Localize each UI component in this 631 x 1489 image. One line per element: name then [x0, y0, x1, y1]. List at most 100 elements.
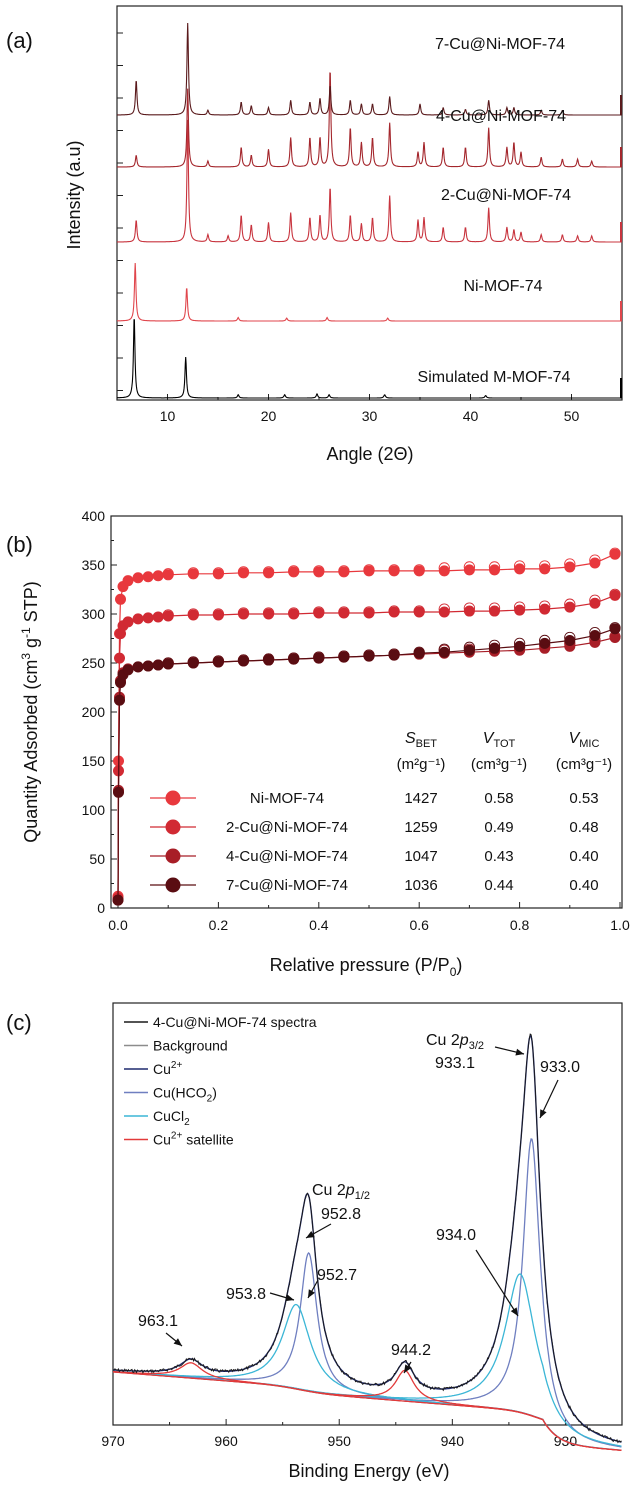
adsorption-point	[238, 608, 250, 620]
adsorption-point	[609, 589, 621, 601]
desorption-point	[212, 567, 225, 579]
legend-label: Cu2+ satellite	[153, 1131, 234, 1148]
annotation-arrowhead	[308, 1289, 315, 1298]
legend-marker	[165, 877, 181, 893]
panel-c: (c) 970 960 950 940 930 4-Cu@Ni-MOF-74 spect…	[6, 1002, 623, 1481]
desorption-point	[338, 650, 350, 662]
adsorption-point	[463, 605, 475, 617]
table-header-units: (cm³g⁻¹)	[556, 756, 612, 773]
desorption-point	[413, 564, 425, 576]
peak-value: 953.8	[226, 1286, 266, 1303]
annotation-arrowhead	[285, 1294, 294, 1302]
desorption-point	[539, 634, 551, 647]
adsorption-point	[539, 637, 551, 649]
x-tick-label: 960	[214, 1433, 238, 1449]
table-cell: 1427	[404, 790, 437, 807]
adsorption-point	[388, 649, 400, 661]
adsorption-point	[187, 657, 199, 669]
annotation-arrowhead	[515, 1048, 524, 1056]
desorption-point	[162, 657, 174, 669]
adsorption-point	[152, 659, 164, 671]
adsorption-point	[122, 664, 134, 676]
table-header-units: (cm³g⁻¹)	[471, 756, 527, 773]
desorption-point	[609, 622, 621, 634]
adsorption-point	[338, 566, 350, 578]
table-cell: 0.44	[484, 877, 513, 894]
x-tick-label: 40	[463, 408, 479, 424]
desorption-point	[338, 565, 350, 577]
legend-label: Background	[153, 1038, 228, 1054]
panel-b-axes: 0 50 100 150 200 250 300 350 400 0.0 0.2 0.4 0.6 0.8 1…	[82, 508, 630, 933]
desorption-point	[488, 561, 501, 573]
desorption-point	[363, 564, 375, 576]
adsorption-point	[438, 646, 450, 658]
panel-c-x-title: Binding Energy (eV)	[288, 1461, 449, 1481]
y-tick-label: 350	[82, 557, 106, 573]
isotherm-line	[117, 636, 616, 901]
desorption-point	[237, 654, 250, 666]
desorption-point	[438, 643, 450, 655]
desorption-point	[237, 607, 250, 619]
y-tick-label: 100	[82, 802, 106, 818]
adsorption-point	[338, 607, 350, 619]
adsorption-point	[539, 563, 551, 575]
adsorption-point	[438, 565, 450, 577]
annotation-arrowhead	[510, 1307, 518, 1316]
adsorption-point	[122, 616, 134, 628]
x-tick-label: 950	[328, 1433, 352, 1449]
panel-a-label: (a)	[6, 28, 33, 53]
adsorption-point	[438, 606, 450, 618]
annotation-arrowhead	[173, 1338, 182, 1346]
adsorption-point	[142, 612, 154, 624]
adsorption-point	[238, 655, 250, 667]
desorption-point	[162, 568, 174, 580]
desorption-point	[609, 547, 621, 559]
fit-component	[113, 1369, 622, 1451]
x-tick-label: 50	[564, 408, 580, 424]
x-tick-label: 1.0	[610, 917, 630, 933]
desorption-point	[212, 655, 225, 667]
adsorption-point	[122, 575, 134, 587]
legend-marker	[165, 819, 181, 835]
desorption-point	[513, 560, 526, 572]
isotherm-line	[117, 553, 616, 897]
adsorption-point	[514, 563, 526, 575]
adsorption-point	[114, 694, 126, 706]
desorption-point	[363, 606, 375, 618]
adsorption-point	[263, 608, 275, 620]
desorption-point	[288, 607, 300, 619]
table-cell: 1036	[404, 877, 437, 894]
adsorption-point	[162, 610, 174, 622]
desorption-point	[413, 646, 425, 658]
x-tick-label: 20	[261, 408, 277, 424]
adsorption-point	[488, 564, 500, 576]
desorption-point	[288, 652, 300, 664]
adsorption-point	[463, 644, 475, 656]
panel-a: (a) 10 20 30 40 50 Simulated M-MOF-74 Ni-MOF-…	[6, 5, 623, 464]
peak-value: 963.1	[138, 1313, 178, 1330]
panel-c-x-axis: 970 960 950 940 930	[101, 1419, 577, 1449]
legend-marker	[165, 848, 181, 864]
xrd-trace	[117, 262, 622, 322]
x-tick-label: 30	[362, 408, 378, 424]
panel-b-legend-table: SBET (m²g⁻¹) VTOT (cm³g⁻¹) VMIC (cm³g⁻¹) Ni-MO…	[150, 730, 612, 894]
panel-a-y-ticks	[117, 32, 123, 391]
desorption-point	[262, 566, 275, 578]
desorption-point	[564, 558, 576, 570]
desorption-point	[589, 554, 601, 566]
adsorption-point	[263, 567, 275, 579]
desorption-point	[513, 601, 526, 613]
peak-title: Cu 2p3/2	[426, 1032, 484, 1052]
spectrum-curve	[112, 1033, 622, 1444]
adsorption-point	[413, 606, 425, 618]
panel-c-legend: 4-Cu@Ni-MOF-74 spectra Background Cu2+ Cu(H…	[124, 1014, 317, 1148]
panel-b: (b) 0 50 100 150 200 250 300 350 400 0.0 0.2 0.4 0.6…	[6, 508, 630, 979]
panel-b-y-title: Quantity Adsorbed (cm3 g-1 STP)	[19, 581, 41, 842]
x-tick-label: 0.2	[209, 917, 229, 933]
desorption-point	[313, 565, 325, 577]
desorption-point	[438, 562, 450, 574]
table-cell: 0.58	[484, 790, 513, 807]
adsorption-point	[514, 604, 526, 616]
